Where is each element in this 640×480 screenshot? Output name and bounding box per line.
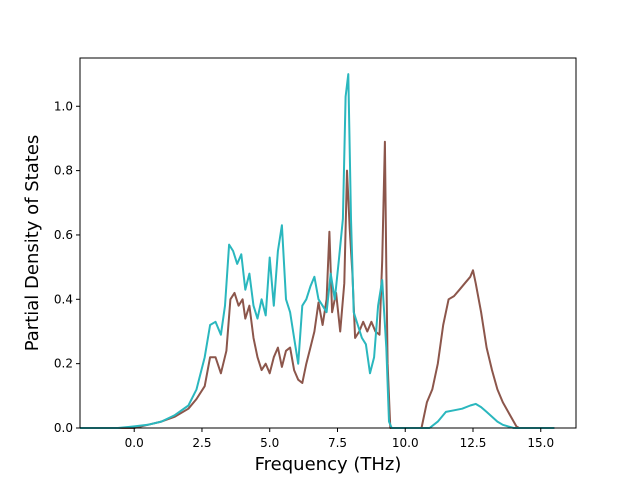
x-tick-label: 2.5 [192,436,211,450]
x-axis: 0.0 2.5 5.0 7.5 10.0 12.5 15.0 [125,428,554,450]
x-tick-label: 7.5 [328,436,347,450]
y-axis: 0.0 0.2 0.4 0.6 0.8 1.0 [54,99,80,435]
x-tick-label: 15.0 [527,436,554,450]
x-tick-label: 12.5 [460,436,487,450]
y-axis-label: Partial Density of States [22,135,43,352]
y-tick-label: 1.0 [54,99,73,113]
x-tick-label: 10.0 [392,436,419,450]
y-tick-label: 0.2 [54,357,73,371]
y-tick-label: 0.8 [54,164,73,178]
y-tick-label: 0.6 [54,228,73,242]
series-line-2 [80,73,555,429]
x-tick-label: 0.0 [125,436,144,450]
y-tick-label: 0.0 [54,421,73,435]
plot-area [80,73,555,429]
x-tick-label: 5.0 [260,436,279,450]
y-tick-label: 0.4 [54,292,73,306]
axes-frame [79,57,577,429]
x-axis-label: Frequency (THz) [255,454,402,475]
